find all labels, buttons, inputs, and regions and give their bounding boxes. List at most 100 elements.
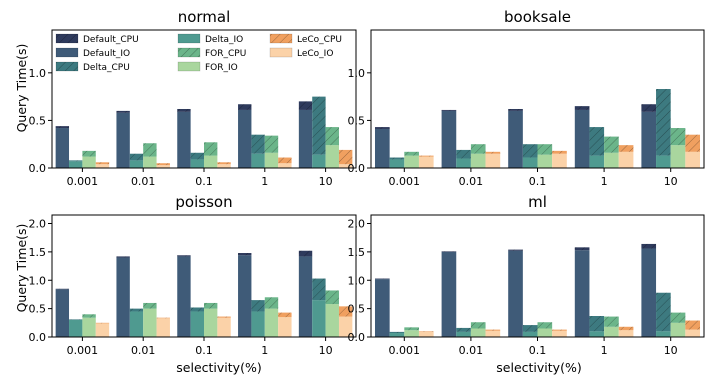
x-tick-label: 0.1 xyxy=(529,175,547,188)
legend-label: Default_IO xyxy=(83,49,130,59)
bar-leco-cpu-hatch xyxy=(278,312,292,318)
bar-for-io xyxy=(670,322,686,337)
bar-for-cpu-hatch xyxy=(670,128,686,146)
legend-label: Delta_IO xyxy=(205,35,243,45)
bar-leco-cpu-hatch xyxy=(156,163,170,166)
bar-default-cpu-hatch xyxy=(238,104,252,110)
bar-leco-io xyxy=(618,151,634,168)
bar-for-cpu-hatch xyxy=(404,151,419,156)
bar-for-io xyxy=(82,317,96,337)
bar-default-io xyxy=(374,279,390,337)
bar-delta-io xyxy=(129,311,144,337)
bar-delta-io xyxy=(656,331,671,337)
bar-delta-io xyxy=(251,311,265,337)
bar-for-io xyxy=(537,328,553,337)
y-tick-label: 0.5 xyxy=(348,303,366,316)
bar-delta-cpu-hatch xyxy=(589,316,605,332)
bar-for-cpu-hatch xyxy=(470,144,486,154)
bar-for-io xyxy=(204,308,218,337)
bar-delta-io xyxy=(69,319,83,337)
x-tick-label: 0.001 xyxy=(389,344,421,357)
x-tick-label: 10 xyxy=(664,344,678,357)
bar-for-io xyxy=(325,304,339,337)
bar-default-cpu-hatch xyxy=(116,110,130,113)
bar-default-cpu-hatch xyxy=(177,255,191,257)
panel-poisson: poisson 0.0 0.5 1.0 1.5 2.0 0.001 0.01 0.1 1 10 xyxy=(29,193,357,357)
bar-leco-io xyxy=(95,323,110,337)
bar-for-cpu-hatch xyxy=(264,297,279,309)
bar-leco-io xyxy=(552,330,567,337)
bar-for-cpu-hatch xyxy=(204,142,218,156)
bar-default-cpu-hatch xyxy=(116,256,130,258)
x-tick-label: 1 xyxy=(261,175,268,188)
y-tick-label: 0.5 xyxy=(29,303,47,316)
bar-leco-io xyxy=(418,331,434,337)
bar-for-io xyxy=(604,152,619,168)
legend-swatch-hatch xyxy=(270,34,292,43)
bar-delta-io xyxy=(312,300,326,337)
bar-delta-cpu-hatch xyxy=(389,331,405,334)
bar-for-cpu-hatch xyxy=(82,314,96,318)
legend-label: LeCo_IO xyxy=(297,49,333,59)
bar-default-io xyxy=(116,257,130,337)
bar-default-io xyxy=(641,248,657,337)
bar-default-io xyxy=(441,110,457,168)
bar-leco-cpu-hatch xyxy=(552,329,567,331)
bar-default-cpu-hatch xyxy=(508,108,523,111)
bar-leco-io xyxy=(278,163,292,168)
bar-leco-cpu-hatch xyxy=(418,331,434,332)
bar-delta-cpu-hatch xyxy=(129,308,144,312)
bar-leco-io xyxy=(217,317,231,337)
bar-for-io xyxy=(670,145,686,168)
bar-for-cpu-hatch xyxy=(264,135,279,153)
bar-default-cpu-hatch xyxy=(508,249,523,251)
bar-delta-io xyxy=(389,159,405,168)
bar-leco-io xyxy=(278,317,292,337)
legend-label: FOR_IO xyxy=(205,63,238,73)
bar-for-io xyxy=(264,152,279,168)
legend-label: Delta_CPU xyxy=(83,63,130,73)
bar-default-cpu-hatch xyxy=(177,108,191,112)
bar-delta-cpu-hatch xyxy=(312,96,326,155)
bar-leco-io xyxy=(485,330,501,337)
bar-delta-io xyxy=(456,331,471,337)
legend-swatch xyxy=(177,61,201,72)
bar-delta-cpu-hatch xyxy=(456,149,471,159)
bar-for-io xyxy=(204,155,218,168)
bar-leco-cpu-hatch xyxy=(338,306,353,317)
bar-leco-io xyxy=(685,151,701,168)
axes-frame xyxy=(370,214,705,338)
y-tick-label: 2.0 xyxy=(348,218,366,231)
bar-delta-io xyxy=(522,157,538,168)
bar-default-io xyxy=(374,128,390,168)
bar-leco-cpu-hatch xyxy=(95,322,110,324)
bar-default-cpu-hatch xyxy=(441,109,457,111)
bar-for-cpu-hatch xyxy=(143,143,157,157)
ylabel-top: Query Time(s) xyxy=(14,44,29,133)
chart-title: poisson xyxy=(175,193,232,211)
bar-leco-cpu-hatch xyxy=(485,329,501,331)
x-tick-label: 1 xyxy=(601,175,608,188)
bar-leco-io xyxy=(618,330,634,337)
bar-default-cpu-hatch xyxy=(574,247,590,251)
bar-delta-cpu-hatch xyxy=(456,327,471,332)
bar-delta-cpu-hatch xyxy=(69,160,83,162)
bar-for-io xyxy=(604,326,619,337)
legend: Default_CPU Default_IO Delta_CPU Delta_IO FO… xyxy=(55,33,342,73)
bar-default-cpu-hatch xyxy=(374,278,390,280)
bar-leco-io xyxy=(156,318,170,337)
y-tick-label: 0.0 xyxy=(29,331,47,344)
bar-for-io xyxy=(470,153,486,168)
bar-leco-io xyxy=(552,153,567,168)
bar-default-cpu-hatch xyxy=(55,288,70,290)
bar-delta-io xyxy=(312,154,326,168)
legend-swatch-hatch xyxy=(56,62,78,71)
bar-default-io xyxy=(298,256,313,337)
bar-default-cpu-hatch xyxy=(55,126,70,129)
bar-default-io xyxy=(641,111,657,168)
bar-delta-cpu-hatch xyxy=(190,307,204,312)
x-tick-label: 0.001 xyxy=(389,175,421,188)
bar-for-io xyxy=(264,308,279,337)
chart-title: ml xyxy=(528,193,547,211)
